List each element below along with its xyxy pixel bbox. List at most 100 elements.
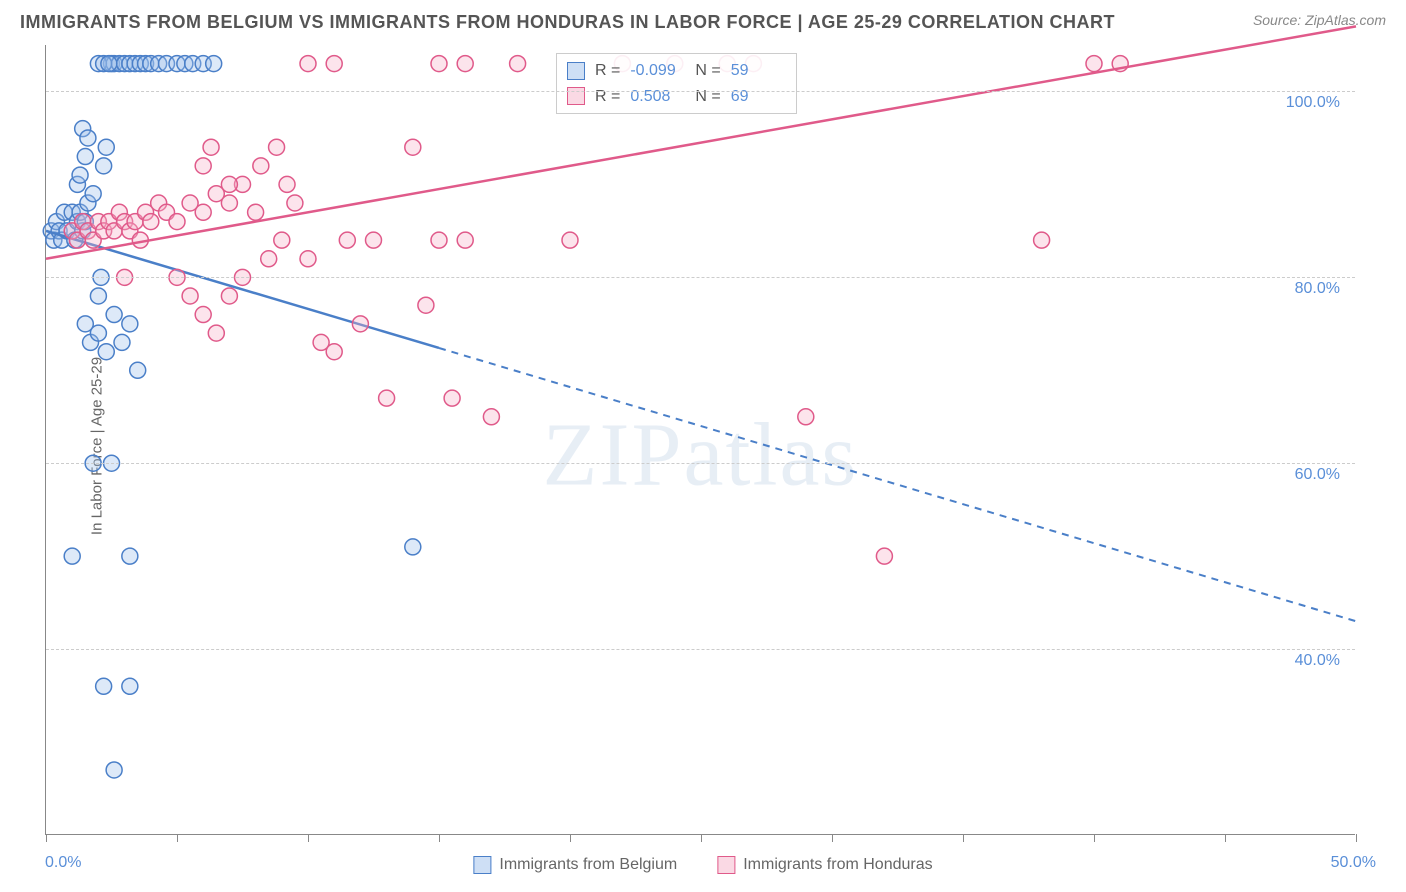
- scatter-point: [96, 158, 112, 174]
- scatter-point: [405, 139, 421, 155]
- x-tick: [570, 834, 571, 842]
- chart-title: IMMIGRANTS FROM BELGIUM VS IMMIGRANTS FR…: [20, 12, 1115, 33]
- r-label: R =: [595, 58, 620, 84]
- legend-label: Immigrants from Honduras: [743, 856, 932, 874]
- scatter-point: [510, 56, 526, 72]
- n-value: 69: [731, 84, 786, 110]
- scatter-point: [1086, 56, 1102, 72]
- r-value: 0.508: [630, 84, 685, 110]
- scatter-point: [379, 390, 395, 406]
- y-tick-label: 100.0%: [1286, 94, 1340, 112]
- scatter-point: [221, 195, 237, 211]
- scatter-point: [122, 678, 138, 694]
- legend-label: Immigrants from Belgium: [499, 856, 677, 874]
- scatter-point: [261, 251, 277, 267]
- scatter-point: [1034, 232, 1050, 248]
- scatter-point: [143, 214, 159, 230]
- x-tick: [308, 834, 309, 842]
- n-label: N =: [695, 84, 720, 110]
- scatter-point: [203, 139, 219, 155]
- scatter-point: [326, 344, 342, 360]
- scatter-point: [96, 678, 112, 694]
- legend-swatch: [717, 856, 735, 874]
- scatter-point: [221, 288, 237, 304]
- scatter-point: [206, 56, 222, 72]
- scatter-point: [300, 56, 316, 72]
- grid-line: [46, 91, 1355, 92]
- series-swatch: [567, 87, 585, 105]
- x-tick: [1225, 834, 1226, 842]
- scatter-point: [72, 167, 88, 183]
- x-tick: [1356, 834, 1357, 842]
- n-value: 59: [731, 58, 786, 84]
- scatter-point: [326, 56, 342, 72]
- x-tick: [1094, 834, 1095, 842]
- scatter-point: [274, 232, 290, 248]
- scatter-point: [98, 139, 114, 155]
- scatter-point: [195, 204, 211, 220]
- scatter-point: [221, 176, 237, 192]
- legend-swatch: [473, 856, 491, 874]
- scatter-point: [130, 362, 146, 378]
- plot-svg: [46, 45, 1355, 834]
- y-tick-label: 80.0%: [1295, 280, 1340, 298]
- scatter-point: [64, 548, 80, 564]
- scatter-point: [77, 149, 93, 165]
- scatter-point: [169, 214, 185, 230]
- scatter-point: [876, 548, 892, 564]
- x-axis-min-label: 0.0%: [45, 854, 81, 872]
- scatter-point: [106, 762, 122, 778]
- plot-area: ZIPatlas R = -0.099N = 59R = 0.508N = 69…: [45, 45, 1355, 835]
- series-swatch: [567, 62, 585, 80]
- scatter-point: [457, 232, 473, 248]
- stats-row: R = -0.099 N = 59: [567, 58, 786, 84]
- scatter-point: [339, 232, 355, 248]
- scatter-point: [98, 344, 114, 360]
- x-axis-max-label: 50.0%: [1331, 854, 1376, 872]
- scatter-point: [269, 139, 285, 155]
- legend-bottom: Immigrants from Belgium Immigrants from H…: [473, 856, 932, 874]
- grid-line: [46, 649, 1355, 650]
- n-label: N =: [695, 58, 720, 84]
- r-value: -0.099: [630, 58, 685, 84]
- scatter-point: [80, 130, 96, 146]
- scatter-point: [418, 297, 434, 313]
- scatter-point: [798, 409, 814, 425]
- trend-line-dashed: [439, 348, 1356, 621]
- x-tick: [832, 834, 833, 842]
- stats-legend-box: R = -0.099 N = 59 R = 0.508 N = 69: [556, 53, 797, 114]
- legend-item: Immigrants from Honduras: [717, 856, 932, 874]
- scatter-point: [85, 186, 101, 202]
- scatter-point: [248, 204, 264, 220]
- scatter-point: [90, 288, 106, 304]
- grid-line: [46, 463, 1355, 464]
- scatter-point: [253, 158, 269, 174]
- scatter-point: [114, 334, 130, 350]
- scatter-point: [366, 232, 382, 248]
- scatter-point: [279, 176, 295, 192]
- scatter-point: [405, 539, 421, 555]
- scatter-point: [122, 548, 138, 564]
- legend-item: Immigrants from Belgium: [473, 856, 677, 874]
- scatter-point: [195, 307, 211, 323]
- scatter-point: [444, 390, 460, 406]
- source-label: Source: ZipAtlas.com: [1253, 12, 1386, 28]
- scatter-point: [483, 409, 499, 425]
- x-tick: [963, 834, 964, 842]
- scatter-point: [101, 56, 117, 72]
- scatter-point: [431, 56, 447, 72]
- x-tick: [177, 834, 178, 842]
- scatter-point: [122, 316, 138, 332]
- scatter-point: [195, 158, 211, 174]
- y-tick-label: 40.0%: [1295, 652, 1340, 670]
- scatter-point: [457, 56, 473, 72]
- scatter-point: [90, 325, 106, 341]
- x-tick: [439, 834, 440, 842]
- x-tick: [46, 834, 47, 842]
- stats-row: R = 0.508 N = 69: [567, 84, 786, 110]
- scatter-point: [208, 325, 224, 341]
- grid-line: [46, 277, 1355, 278]
- scatter-point: [287, 195, 303, 211]
- r-label: R =: [595, 84, 620, 110]
- scatter-point: [431, 232, 447, 248]
